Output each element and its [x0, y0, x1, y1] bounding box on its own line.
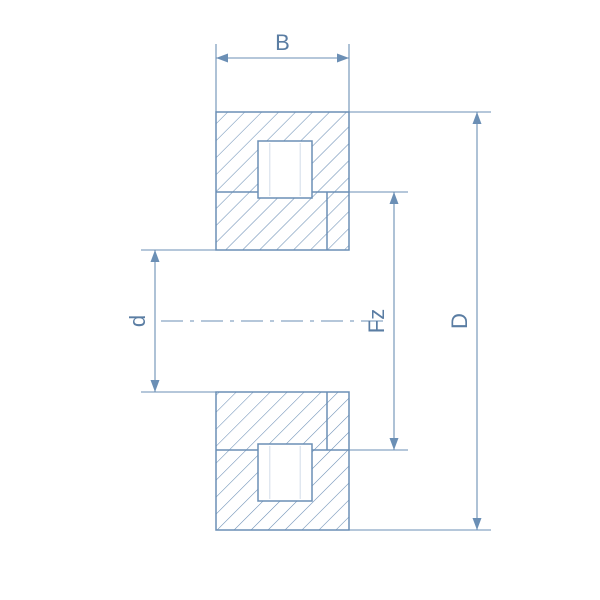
dim-label-B: B: [275, 30, 290, 55]
dim-label-d: d: [125, 315, 150, 327]
bearing-cross-section-diagram: Bd Fz D: [0, 0, 600, 600]
dim-label-D: D: [447, 313, 472, 329]
dim-label-Fz: Fz: [364, 309, 389, 333]
